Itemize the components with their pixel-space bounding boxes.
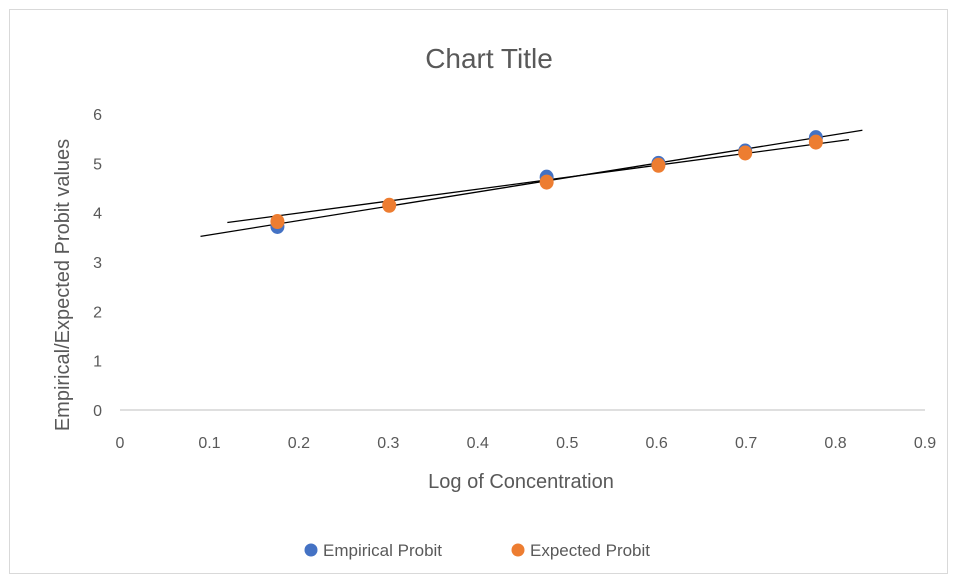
- legend-label: Empirical Probit: [323, 541, 442, 560]
- legend-label: Expected Probit: [530, 541, 650, 560]
- data-point: [270, 214, 285, 230]
- x-tick-label: 0.4: [467, 435, 489, 452]
- legend-marker: [511, 543, 525, 557]
- chart-title: Chart Title: [425, 43, 553, 74]
- data-points: [270, 130, 823, 234]
- data-point: [651, 157, 666, 173]
- x-tick-label: 0.8: [824, 435, 846, 452]
- legend: Empirical Probit Expected Probit: [304, 541, 650, 560]
- data-point: [382, 197, 397, 213]
- trendline: [200, 129, 863, 237]
- y-tick-label: 5: [93, 156, 102, 173]
- y-tick-label: 6: [93, 107, 102, 124]
- x-tick-label: 0.7: [735, 435, 757, 452]
- legend-marker: [304, 543, 318, 557]
- data-point: [738, 145, 753, 161]
- y-tick-label: 3: [93, 255, 102, 272]
- x-tick-label: 0.6: [646, 435, 668, 452]
- chart-area: [9, 9, 948, 574]
- x-tick-label: 0.5: [556, 435, 578, 452]
- x-tick-label: 0.2: [288, 435, 310, 452]
- x-tick-label: 0.3: [377, 435, 399, 452]
- x-tick-label: 0: [116, 435, 125, 452]
- data-point: [539, 174, 554, 190]
- axis-ticks: 0 0.1 0.2 0.3 0.4 0.5 0.6 0.7 0.8 0.9 0 1 2 3 4 5 6: [93, 107, 936, 452]
- y-tick-label: 4: [93, 206, 102, 223]
- data-point: [808, 134, 823, 150]
- x-tick-label: 0.9: [914, 435, 936, 452]
- trendlines: [200, 129, 863, 237]
- trendline: [227, 139, 850, 224]
- y-tick-label: 2: [93, 304, 102, 321]
- y-tick-label: 1: [93, 354, 102, 371]
- x-axis-title: Log of Concentration: [428, 471, 614, 493]
- y-axis-title: Empirical/Expected Probit values: [52, 139, 74, 431]
- y-tick-label: 0: [93, 403, 102, 420]
- x-tick-label: 0.1: [198, 435, 220, 452]
